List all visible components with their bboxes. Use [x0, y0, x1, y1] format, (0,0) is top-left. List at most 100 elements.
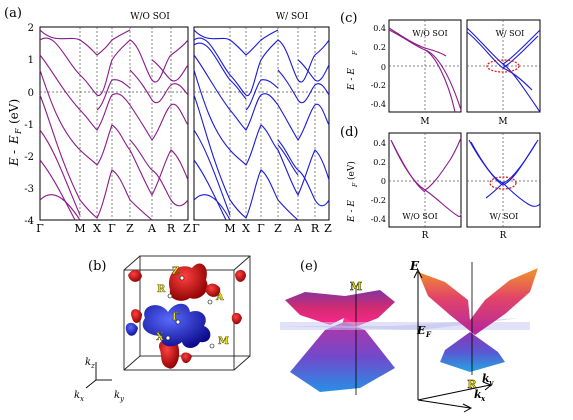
- bands-with-soi: [193, 29, 330, 221]
- panel-c-ylabel: E - E F: [347, 50, 359, 91]
- title-without-soi: W/O SOI: [130, 12, 170, 22]
- svg-text:-0.4: -0.4: [371, 215, 386, 224]
- svg-text:R: R: [311, 222, 320, 235]
- svg-text:Γ: Γ: [172, 312, 179, 323]
- svg-text:Γ: Γ: [36, 222, 44, 235]
- svg-text:y: y: [119, 395, 125, 403]
- svg-text:R: R: [167, 222, 176, 235]
- crossing-highlight-r: [489, 176, 517, 190]
- svg-text:-: -: [7, 150, 21, 154]
- svg-text:0: 0: [28, 88, 34, 99]
- panel-a-ylabel: E - E F (eV): [7, 99, 23, 167]
- svg-text:M: M: [224, 222, 235, 235]
- svg-text:F: F: [352, 50, 359, 56]
- panel-c-yticks: 0.4 0.2 0 -0.2 -0.4: [371, 24, 386, 109]
- fermi-surface-red-pockets: [128, 263, 246, 369]
- svg-text:E: E: [7, 157, 21, 167]
- svg-text:A: A: [293, 222, 303, 235]
- svg-text:-0.4: -0.4: [371, 100, 386, 109]
- svg-text:k: k: [482, 372, 490, 385]
- svg-text:-2: -2: [24, 152, 34, 163]
- svg-text:-3: -3: [24, 184, 34, 195]
- panel-d: (d) E - E F (eV) 0.4 0.2 0 -0.2 -0.4 W/O…: [340, 125, 541, 241]
- panel-e-axes: [413, 268, 492, 413]
- panel-d-title-without-soi: W/O SOI: [402, 212, 437, 221]
- panel-d-kpoint-left: R: [422, 231, 429, 241]
- panel-a-label: (a): [4, 6, 22, 21]
- panel-c-title-without-soi: W/O SOI: [412, 29, 447, 38]
- svg-text:Γ: Γ: [108, 222, 116, 235]
- panel-a-yticks: 2 1 0 -1 -2 -3 -4: [24, 23, 34, 227]
- svg-text:M: M: [74, 222, 85, 235]
- panel-e: (e) M R E E F: [280, 259, 538, 413]
- svg-text:E - E: E - E: [347, 68, 357, 91]
- panel-c-title-with-soi: W/ SOI: [496, 29, 525, 38]
- svg-text:0: 0: [381, 63, 386, 72]
- panel-d-with-soi: W/ SOI R: [466, 132, 541, 241]
- svg-text:Z: Z: [126, 222, 134, 235]
- panel-e-label: (e): [300, 259, 318, 274]
- svg-text:2: 2: [28, 23, 34, 34]
- svg-text:R: R: [157, 284, 166, 295]
- panel-e-axis-labels: E E F k y k x: [409, 259, 494, 403]
- bands-without-soi: [39, 29, 189, 221]
- m-point-label: M: [350, 280, 362, 293]
- panel-b-label: (b): [88, 259, 106, 274]
- svg-text:0.4: 0.4: [373, 24, 386, 33]
- panel-d-label: (d): [340, 125, 358, 140]
- svg-text:1: 1: [28, 55, 34, 66]
- svg-text:k: k: [85, 357, 91, 368]
- svg-text:0.2: 0.2: [373, 43, 386, 52]
- svg-text:0.4: 0.4: [373, 139, 386, 148]
- panel-c: (c) E - E F 0.4 0.2 0 -0.2 -0.4 W/O SOI …: [340, 11, 541, 127]
- svg-text:M: M: [218, 336, 229, 347]
- r-point-label: R: [467, 378, 477, 391]
- svg-text:X: X: [156, 332, 164, 343]
- panel-b-kpoint-labels: Z R A Γ X M: [156, 266, 229, 347]
- svg-text:(eV): (eV): [7, 99, 21, 124]
- svg-text:k: k: [114, 390, 120, 401]
- panel-d-without-soi: W/O SOI R: [388, 132, 462, 241]
- svg-text:0: 0: [381, 177, 386, 186]
- panel-c-kpoint-left: M: [420, 117, 429, 127]
- band-plot-without-soi: W/O SOI Γ M X Γ Z A R Z: [36, 12, 191, 235]
- dirac-cone-r: R: [418, 262, 538, 391]
- svg-text:Z: Z: [324, 222, 332, 235]
- svg-text:F: F: [425, 330, 432, 339]
- svg-text:-1: -1: [24, 120, 34, 131]
- high-symmetry-points: [165, 275, 215, 349]
- kpoints-without-soi: Γ M X Γ Z A R Z: [36, 222, 191, 235]
- panel-c-label: (c): [340, 11, 357, 26]
- k-axes: [85, 362, 112, 389]
- svg-text:F: F: [352, 182, 359, 188]
- panel-d-ylabel: E - E F (eV): [346, 161, 359, 223]
- svg-text:Γ: Γ: [192, 222, 200, 235]
- panel-c-with-soi: W/ SOI M: [466, 19, 541, 127]
- panel-c-kpoint-right: M: [498, 117, 507, 127]
- k-axis-labels: k z k x k y: [74, 357, 125, 403]
- svg-text:E: E: [409, 259, 420, 273]
- fermi-surface-blue-pockets: [125, 303, 211, 348]
- panel-b: (b) Z R A: [74, 255, 251, 403]
- title-with-soi: W/ SOI: [276, 12, 309, 22]
- svg-text:(eV): (eV): [346, 161, 357, 180]
- svg-text:k: k: [474, 388, 482, 401]
- svg-text:-0.2: -0.2: [371, 196, 386, 205]
- svg-text:Z: Z: [183, 222, 191, 235]
- panel-d-kpoint-right: R: [500, 231, 507, 241]
- svg-text:y: y: [488, 378, 494, 387]
- svg-text:X: X: [93, 222, 101, 235]
- svg-text:k: k: [74, 390, 80, 401]
- svg-text:x: x: [80, 395, 84, 403]
- svg-text:Γ: Γ: [257, 222, 265, 235]
- svg-text:A: A: [215, 292, 224, 303]
- crossing-highlight-m: [486, 59, 520, 73]
- svg-text:z: z: [90, 362, 95, 370]
- svg-text:F: F: [14, 128, 23, 135]
- svg-text:0.2: 0.2: [373, 158, 386, 167]
- svg-text:-0.2: -0.2: [371, 81, 386, 90]
- svg-text:Z: Z: [274, 222, 282, 235]
- svg-text:X: X: [242, 222, 250, 235]
- dirac-cone-m: M: [285, 280, 395, 395]
